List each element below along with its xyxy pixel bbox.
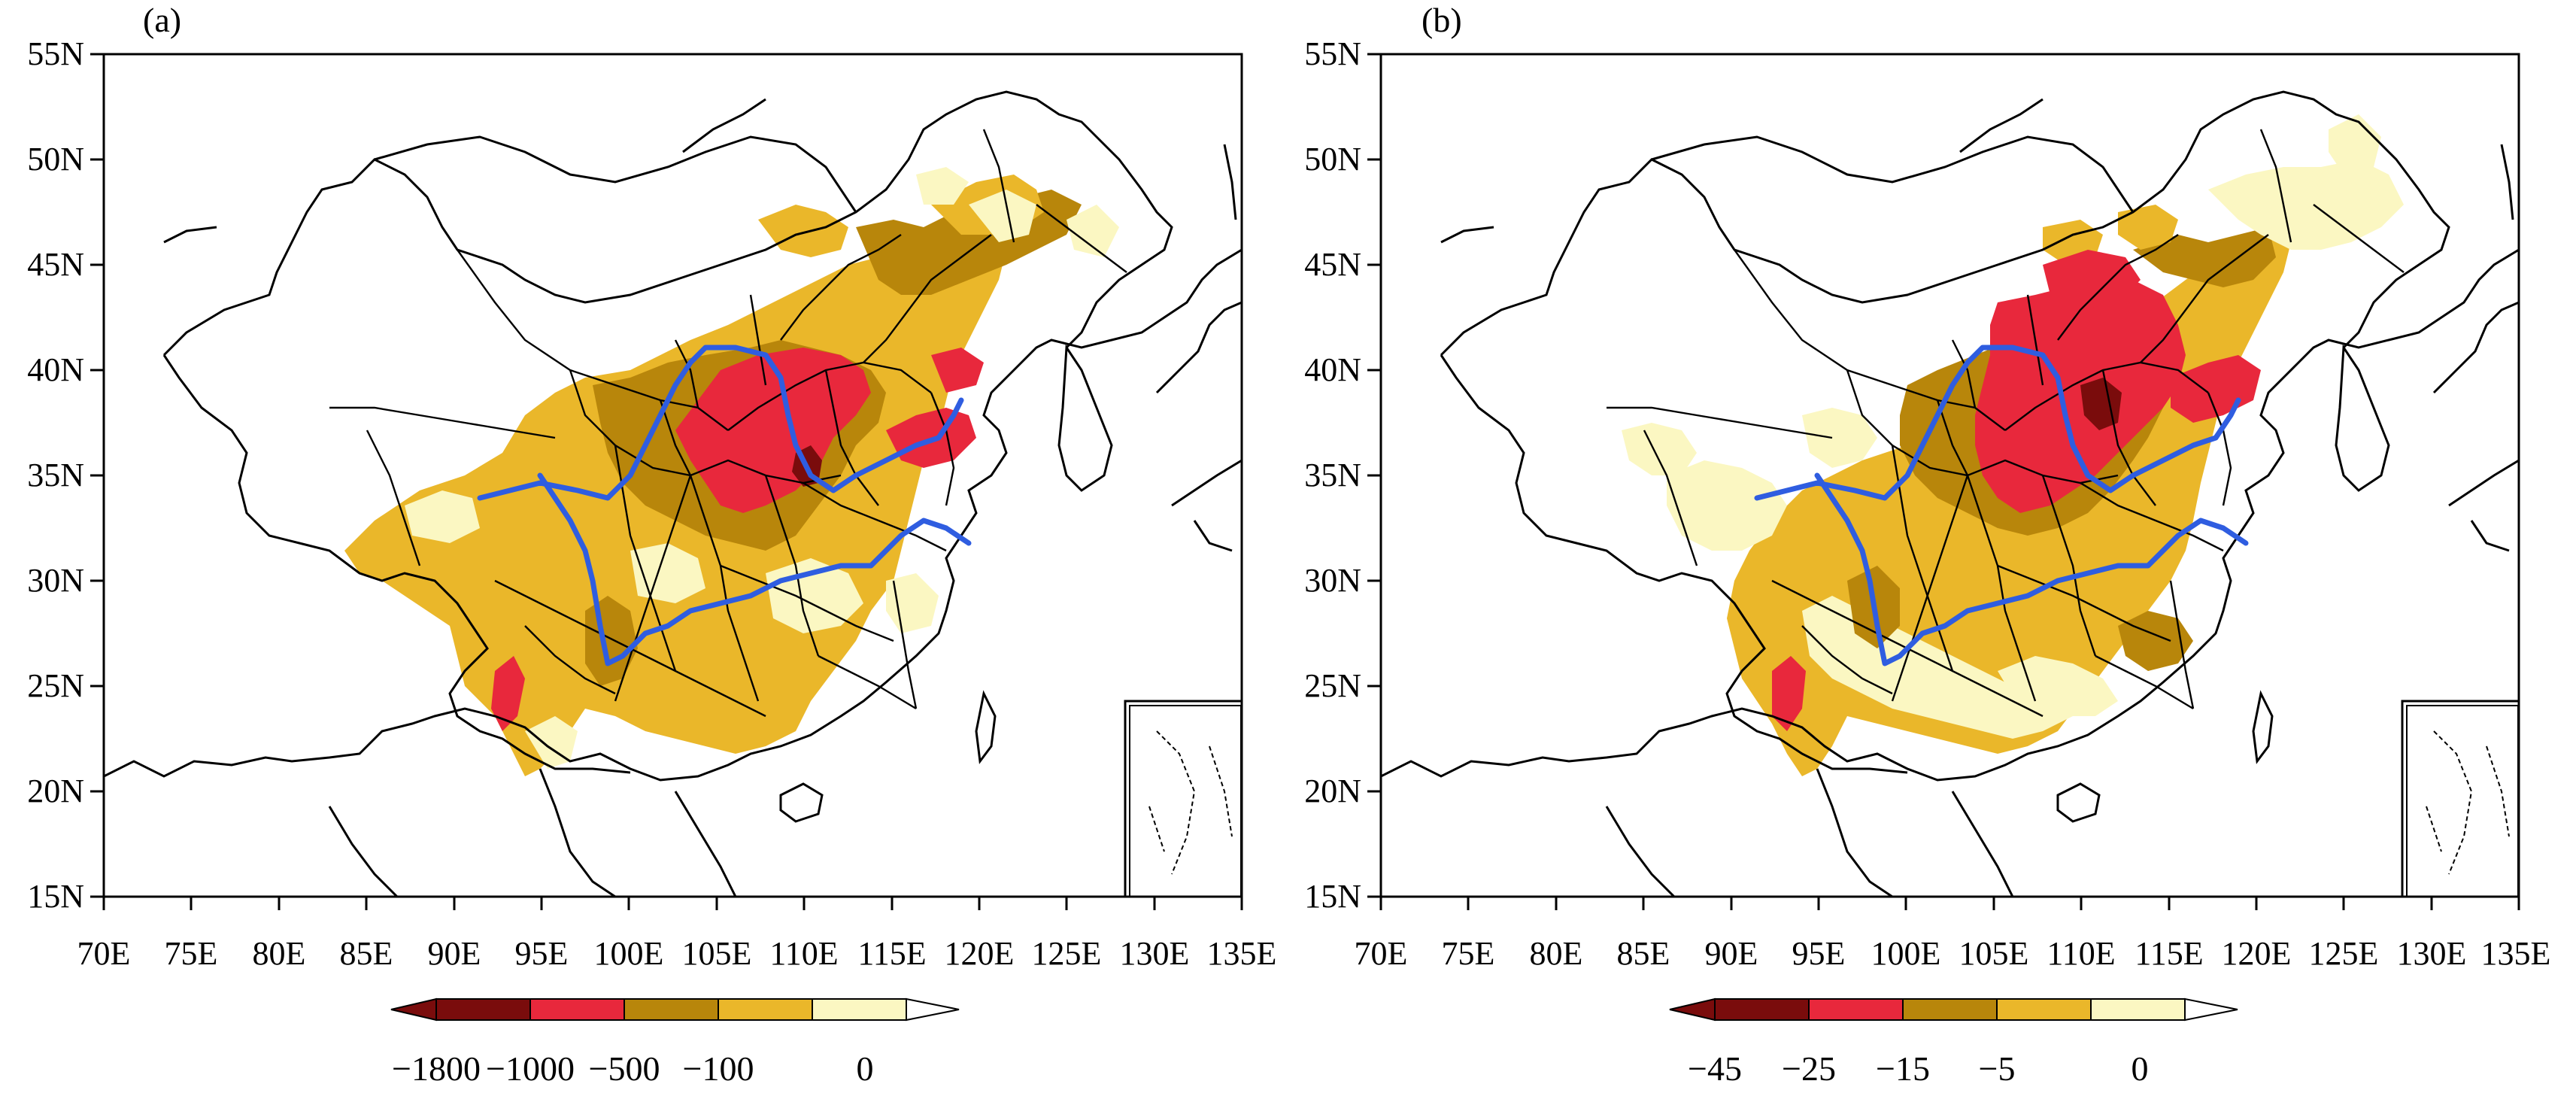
lon-tick: 110E <box>2047 935 2115 972</box>
colorbar-a-label: −100 <box>683 1049 754 1088</box>
colorbar-a-label: −1800 <box>392 1049 481 1088</box>
lat-tick: 25N <box>1304 667 1361 704</box>
lon-tick: 130E <box>2397 935 2467 972</box>
yangtze-river-a <box>537 472 972 666</box>
panel-label-a: (a) <box>143 1 181 39</box>
lat-tick: 30N <box>27 562 84 599</box>
map-b <box>1381 54 2519 897</box>
axes-a <box>90 53 1243 910</box>
colorbar-b-swatch <box>1714 998 1810 1021</box>
lon-tick: 110E <box>769 935 838 972</box>
lat-tick: 35N <box>27 457 84 493</box>
lon-labels-b: 70E 75E 80E 85E 90E 95E 100E 105E 110E 1… <box>1355 935 2551 972</box>
colorbar-a-label: −1000 <box>486 1049 575 1088</box>
colorbar-b-label: 0 <box>2131 1049 2149 1088</box>
yangtze-river-b <box>1814 472 2249 666</box>
lat-tick: 35N <box>1304 457 1361 493</box>
colorbar-a-right-arrow <box>906 997 960 1022</box>
panel-label-b: (b) <box>1422 1 1462 39</box>
lon-tick: 120E <box>2222 935 2292 972</box>
lat-tick: 45N <box>27 246 84 283</box>
lon-tick: 95E <box>1792 935 1846 972</box>
lon-tick: 80E <box>1530 935 1583 972</box>
colorbar-b-swatch <box>1808 998 1904 1021</box>
colorbar-a-swatch <box>812 998 907 1021</box>
colorbar-b-swatch <box>1902 998 1998 1021</box>
colorbar-a-swatch <box>624 998 719 1021</box>
lon-tick: 80E <box>253 935 306 972</box>
inset-b <box>2401 700 2519 897</box>
colorbar-a: −1800 −1000 −500 −100 0 <box>390 997 960 1088</box>
lon-tick: 120E <box>945 935 1015 972</box>
colorbar-a-left-arrow <box>390 997 437 1022</box>
yellow-river-b <box>1754 345 2241 501</box>
lat-tick: 25N <box>27 667 84 704</box>
lat-labels-b: 55N 50N 45N 40N 35N 30N 25N 20N 15N <box>1304 35 1361 915</box>
map-a <box>104 54 1242 897</box>
lat-tick: 40N <box>1304 351 1361 388</box>
rivers-b <box>1754 345 2249 666</box>
colorbar-a-label: −500 <box>589 1049 660 1088</box>
rivers-a <box>477 345 972 666</box>
lon-tick: 85E <box>1617 935 1670 972</box>
panel-a: (a) <box>27 1 1276 1088</box>
panel-b: (b) <box>1304 1 2550 1088</box>
lon-tick: 135E <box>1207 935 1277 972</box>
lon-tick: 100E <box>1871 935 1941 972</box>
lon-tick: 75E <box>165 935 218 972</box>
colorbar-b-left-arrow <box>1669 997 1716 1022</box>
lon-tick: 75E <box>1442 935 1495 972</box>
lat-tick: 15N <box>1304 878 1361 915</box>
lat-tick: 50N <box>1304 141 1361 178</box>
lon-labels-a: 70E 75E 80E 85E 90E 95E 100E 105E 110E 1… <box>77 935 1277 972</box>
lat-tick: 20N <box>1304 773 1361 809</box>
colorbar-a-swatch <box>718 998 813 1021</box>
colorbar-b-swatch <box>1996 998 2092 1021</box>
lon-tick: 100E <box>594 935 664 972</box>
lat-tick: 20N <box>27 773 84 809</box>
lon-tick: 95E <box>515 935 569 972</box>
colorbar-b-right-arrow <box>2184 997 2238 1022</box>
lon-tick: 105E <box>1959 935 2029 972</box>
colorbar-b: −45 −25 −15 −5 0 <box>1669 997 2238 1088</box>
lon-tick: 105E <box>682 935 752 972</box>
lat-tick: 40N <box>27 351 84 388</box>
lon-tick: 125E <box>2309 935 2379 972</box>
lon-tick: 90E <box>428 935 481 972</box>
axes-b <box>1367 53 2520 910</box>
yellow-river-a <box>477 345 964 501</box>
colorbar-b-label: −45 <box>1688 1049 1742 1088</box>
lat-tick: 30N <box>1304 562 1361 599</box>
lon-tick: 130E <box>1120 935 1190 972</box>
lon-tick: 90E <box>1705 935 1758 972</box>
colorbar-a-swatch <box>529 998 625 1021</box>
lon-tick: 70E <box>77 935 131 972</box>
lon-tick: 135E <box>2481 935 2551 972</box>
lon-tick: 125E <box>1032 935 1102 972</box>
lat-tick: 50N <box>27 141 84 178</box>
colorbar-a-swatch <box>435 998 531 1021</box>
colorbar-b-label: −25 <box>1782 1049 1836 1088</box>
colorbar-b-label: −15 <box>1876 1049 1930 1088</box>
lon-tick: 70E <box>1355 935 1408 972</box>
lon-tick: 85E <box>340 935 393 972</box>
colorbar-b-label: −5 <box>1979 1049 2016 1088</box>
inset-a <box>1124 700 1242 897</box>
lat-tick: 45N <box>1304 246 1361 283</box>
lat-tick: 55N <box>27 35 84 72</box>
colorbar-b-swatch <box>2090 998 2186 1021</box>
lon-tick: 115E <box>2135 935 2203 972</box>
lat-labels-a: 55N 50N 45N 40N 35N 30N 25N 20N 15N <box>27 35 84 915</box>
colorbar-a-label: 0 <box>857 1049 874 1088</box>
lat-tick: 15N <box>27 878 84 915</box>
lat-tick: 55N <box>1304 35 1361 72</box>
lon-tick: 115E <box>857 935 926 972</box>
